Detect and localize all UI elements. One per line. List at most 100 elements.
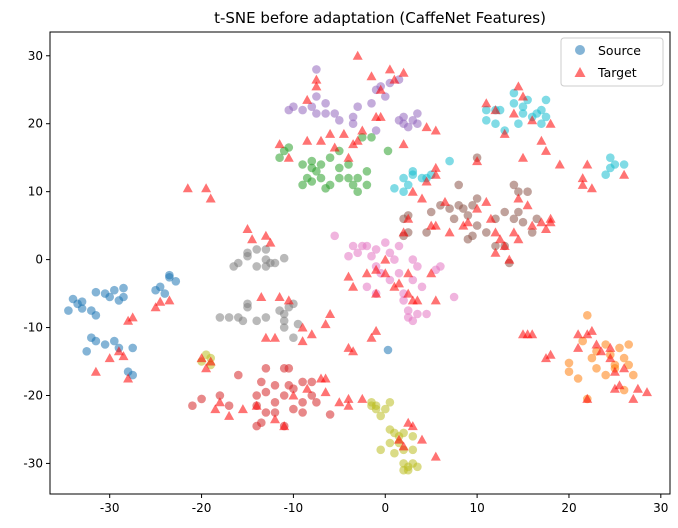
- target-point: [210, 404, 221, 414]
- source-point: [426, 207, 436, 217]
- x-tick-label: -10: [284, 501, 304, 515]
- source-point: [615, 343, 624, 353]
- target-point: [384, 64, 395, 74]
- x-axis: -30 -20 -10 0 10 20 30: [100, 494, 668, 515]
- target-point: [338, 128, 349, 138]
- target-point: [417, 434, 427, 444]
- source-point: [215, 391, 225, 400]
- target-point: [541, 224, 551, 233]
- target-point: [357, 393, 368, 403]
- target-point: [90, 366, 101, 376]
- target-point: [150, 302, 161, 312]
- target-point: [270, 414, 280, 424]
- target-point: [513, 234, 524, 244]
- source-point: [344, 251, 353, 261]
- source-point: [279, 316, 289, 326]
- target-point: [619, 363, 630, 373]
- target-point: [380, 254, 391, 264]
- source-point: [110, 285, 119, 295]
- y-tick-label: 0: [35, 253, 43, 267]
- legend-target-label: Target: [597, 65, 637, 80]
- target-point: [242, 224, 253, 233]
- source-point: [385, 438, 395, 448]
- source-point: [518, 102, 528, 111]
- source-point: [385, 248, 395, 258]
- target-point: [417, 193, 427, 203]
- source-point: [537, 105, 546, 115]
- source-point: [518, 217, 528, 227]
- source-point: [399, 428, 408, 438]
- source-point: [381, 92, 390, 101]
- target-point: [481, 98, 492, 108]
- source-point: [316, 160, 326, 169]
- target-point: [586, 325, 597, 335]
- source-point: [289, 102, 298, 111]
- source-point: [383, 345, 393, 355]
- legend-source-label: Source: [598, 43, 641, 58]
- source-point: [532, 214, 542, 224]
- source-point: [514, 187, 523, 196]
- source-point: [100, 340, 110, 349]
- source-point: [367, 133, 376, 142]
- x-tick-label: 30: [653, 501, 668, 515]
- source-point: [275, 153, 284, 162]
- source-point: [257, 418, 266, 428]
- target-point: [352, 50, 363, 60]
- x-tick-label: 10: [469, 501, 484, 515]
- target-point: [182, 183, 193, 193]
- source-point: [518, 109, 528, 118]
- target-point: [123, 373, 134, 383]
- source-point: [367, 251, 376, 261]
- y-tick-label: 10: [28, 185, 43, 199]
- source-point: [385, 398, 395, 407]
- source-point: [348, 241, 358, 251]
- source-point: [353, 248, 363, 258]
- source-point: [330, 109, 340, 118]
- source-point: [279, 323, 289, 332]
- source-point: [348, 180, 358, 190]
- source-point: [335, 116, 344, 125]
- target-point: [481, 196, 492, 206]
- source-point: [399, 112, 408, 122]
- target-point: [440, 196, 450, 206]
- source-point: [298, 180, 307, 190]
- target-point: [270, 332, 280, 342]
- target-point: [205, 193, 216, 203]
- source-point: [578, 336, 587, 346]
- source-point: [399, 173, 408, 183]
- target-point: [320, 373, 331, 383]
- target-point: [361, 268, 372, 278]
- source-point: [541, 112, 551, 122]
- target-point: [513, 81, 524, 91]
- target-point: [577, 179, 588, 189]
- target-point: [274, 292, 285, 301]
- target-point: [596, 346, 607, 356]
- target-point: [499, 241, 510, 250]
- source-point: [610, 160, 620, 169]
- x-tick-label: 0: [381, 501, 389, 515]
- source-point: [381, 238, 390, 247]
- source-point: [413, 262, 422, 271]
- source-point: [624, 360, 633, 370]
- target-point: [237, 404, 248, 414]
- target-point: [375, 111, 386, 121]
- source-point: [390, 448, 399, 458]
- target-point: [306, 329, 317, 339]
- target-point: [155, 296, 166, 306]
- source-point: [564, 358, 574, 368]
- source-point: [514, 119, 523, 128]
- source-point: [362, 241, 372, 251]
- source-point: [449, 214, 459, 224]
- target-point: [260, 230, 271, 240]
- source-point: [293, 319, 303, 329]
- target-point: [522, 200, 533, 210]
- target-point: [366, 71, 377, 81]
- source-point: [371, 401, 381, 411]
- target-point: [513, 193, 524, 203]
- target-point: [302, 383, 313, 393]
- target-point: [527, 220, 538, 230]
- source-point: [514, 207, 523, 217]
- source-point: [403, 180, 413, 190]
- source-point: [330, 231, 340, 241]
